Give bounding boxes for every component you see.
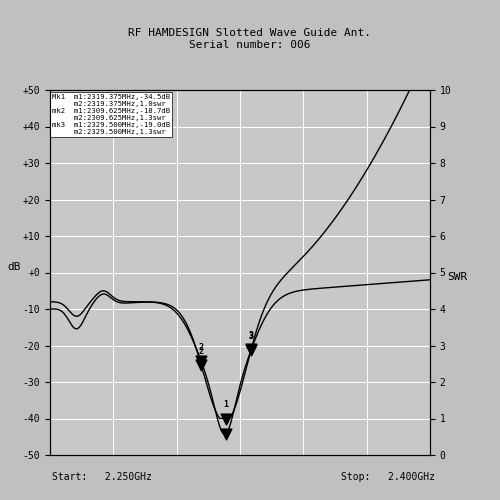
- Point: [222, 430, 230, 438]
- Text: Serial number: 006: Serial number: 006: [189, 40, 311, 50]
- Point: [197, 361, 205, 369]
- Point: [222, 414, 230, 422]
- Text: Mk1  m1:2319.375MHz,-34.5dB
     m2:2319.375MHz,1.0swr
mk2  m1:2309.625MHz,-18.7: Mk1 m1:2319.375MHz,-34.5dB m2:2319.375MH…: [52, 94, 170, 134]
- Text: 3: 3: [249, 332, 254, 340]
- Text: 1: 1: [223, 416, 228, 424]
- Y-axis label: SWR: SWR: [447, 272, 467, 282]
- Text: 2: 2: [198, 347, 203, 356]
- Text: 3: 3: [249, 331, 254, 340]
- Text: Start:   2.250GHz: Start: 2.250GHz: [52, 472, 152, 482]
- Point: [248, 346, 256, 354]
- Point: [197, 358, 205, 366]
- Point: [248, 346, 256, 354]
- Text: RF HAMDESIGN Slotted Wave Guide Ant.: RF HAMDESIGN Slotted Wave Guide Ant.: [128, 28, 372, 38]
- Text: 2: 2: [198, 343, 203, 352]
- Text: Stop:   2.400GHz: Stop: 2.400GHz: [341, 472, 435, 482]
- Text: 1: 1: [223, 400, 228, 409]
- Y-axis label: dB: dB: [8, 262, 21, 272]
